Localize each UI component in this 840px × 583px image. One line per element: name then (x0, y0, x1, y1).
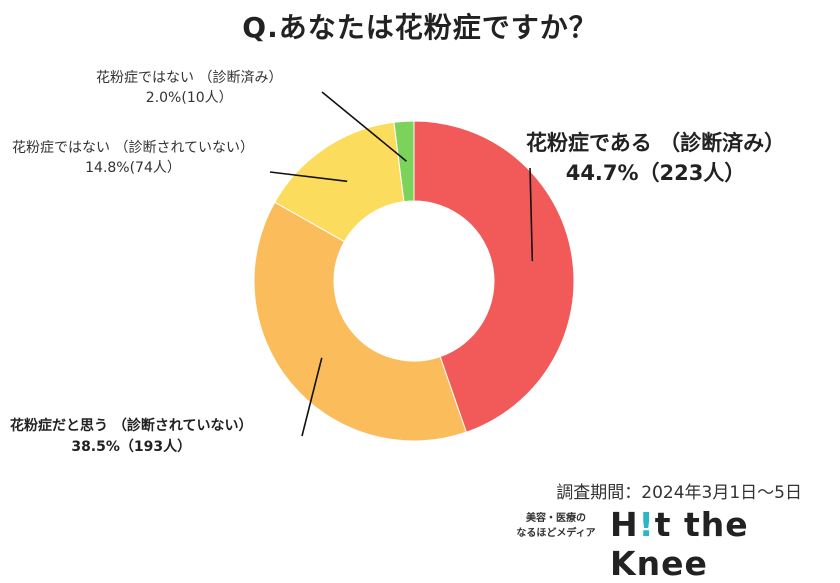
logo-tagline-line2: なるほどメディア (516, 528, 596, 539)
brand-logo: 美容・医療の なるほどメディア H!t the Knee (510, 505, 830, 583)
label-slice-diagnosed: 花粉症である （診断済み） 44.7%（223人） (526, 128, 785, 188)
slice-think-so (253, 201, 467, 442)
leader-line-slice-not-diagnosed (321, 91, 407, 162)
label-slice-not-diagnosed-name: 花粉症ではない （診断済み） (96, 70, 283, 86)
survey-period: 調査期間：2024年3月1日〜5日 (556, 483, 802, 503)
logo-tagline-line1: 美容・医療の (526, 513, 586, 524)
slice-not-undiagnosed (274, 121, 405, 243)
label-slice-not-undiagnosed-name: 花粉症ではない （診断されていない） (12, 140, 255, 156)
logo-tagline: 美容・医療の なるほどメディア (510, 511, 602, 541)
label-slice-not-undiagnosed: 花粉症ではない （診断されていない） 14.8%(74人） (12, 138, 254, 178)
chart-title: Q.あなたは花粉症ですか？ (242, 11, 598, 44)
logo-brand-h: H (610, 505, 639, 544)
leader-line-slice-not-undiagnosed (269, 171, 348, 183)
label-slice-not-diagnosed-value: 2.0%(10人） (145, 90, 233, 106)
label-slice-think-so-name: 花粉症だと思う （診断されていない） (10, 418, 253, 434)
donut-chart (253, 91, 575, 442)
label-slice-think-so-value: 38.5%（193人） (71, 439, 192, 455)
logo-brand-bar: ! (638, 505, 655, 544)
label-slice-diagnosed-value: 44.7%（223人） (565, 161, 746, 185)
leader-line-slice-diagnosed (529, 167, 534, 262)
label-slice-diagnosed-name: 花粉症である （診断済み） (526, 131, 786, 155)
label-slice-not-undiagnosed-value: 14.8%(74人） (85, 160, 181, 176)
slice-not-diagnosed (393, 120, 415, 203)
leader-line-slice-think-so (301, 357, 323, 437)
logo-brand: H!t the Knee (610, 505, 830, 583)
label-slice-think-so: 花粉症だと思う （診断されていない） 38.5%（193人） (10, 416, 252, 458)
label-slice-not-diagnosed: 花粉症ではない （診断済み） 2.0%(10人） (96, 68, 282, 108)
